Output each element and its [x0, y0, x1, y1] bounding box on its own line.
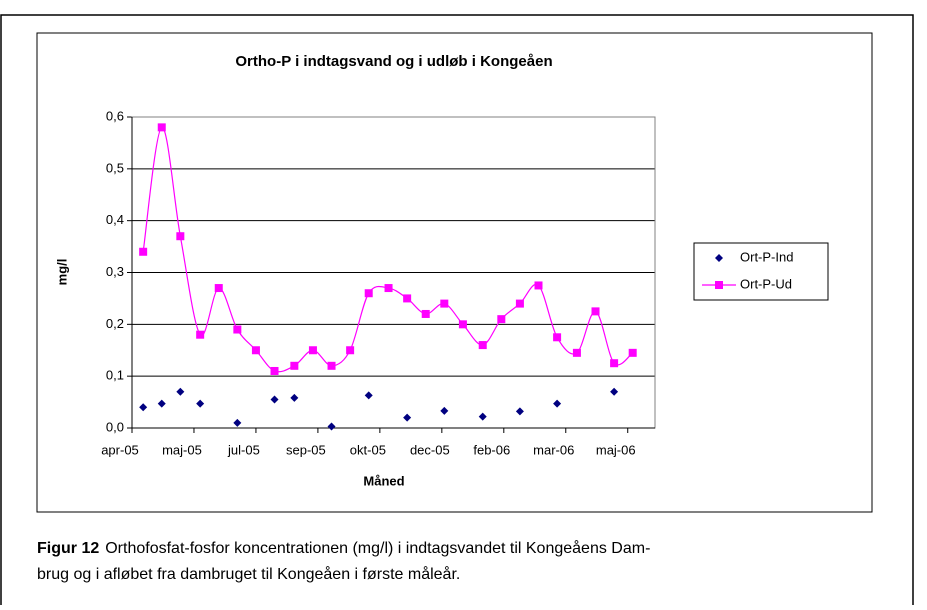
data-point: [327, 361, 336, 370]
data-point: [196, 330, 205, 339]
data-point: [233, 325, 242, 334]
y-tick-label: 0,0: [106, 419, 124, 434]
x-axis-label: Måned: [363, 473, 404, 488]
data-point: [403, 413, 412, 422]
data-point: [553, 399, 562, 408]
data-point: [290, 361, 299, 370]
data-point: [421, 309, 430, 318]
y-tick-label: 0,3: [106, 264, 124, 279]
data-point: [553, 333, 562, 342]
x-tick-label: maj-05: [162, 442, 202, 457]
data-point: [610, 359, 619, 368]
legend-marker: [715, 254, 723, 262]
legend-label: Ort-P-Ind: [740, 249, 793, 264]
data-point: [403, 294, 412, 303]
x-tick-label: mar-06: [533, 442, 574, 457]
caption-label: Figur 12: [37, 540, 99, 557]
data-point: [515, 407, 524, 416]
legend-label: Ort-P-Ud: [740, 276, 792, 291]
y-tick-label: 0,4: [106, 212, 124, 227]
data-point: [628, 348, 637, 357]
y-tick-label: 0,2: [106, 316, 124, 331]
data-point: [139, 403, 148, 412]
data-point: [176, 232, 185, 241]
data-point: [139, 247, 148, 256]
data-point: [157, 123, 166, 132]
x-tick-label: maj-06: [596, 442, 636, 457]
caption-line: Orthofosfat-fosfor koncentrationen (mg/l…: [105, 539, 650, 557]
x-tick-label: dec-05: [410, 442, 450, 457]
y-tick-label: 0,5: [106, 160, 124, 175]
data-point: [364, 289, 373, 298]
data-point: [233, 418, 242, 427]
data-point: [364, 391, 373, 400]
data-point: [440, 406, 449, 415]
data-point: [346, 346, 355, 355]
data-point: [176, 387, 185, 396]
data-point: [591, 307, 600, 316]
data-point: [440, 299, 449, 308]
frame: [0, 14, 914, 610]
x-tick-label: apr-05: [101, 442, 139, 457]
data-point: [270, 366, 279, 375]
data-point: [251, 346, 260, 355]
data-point: [478, 341, 487, 350]
data-point: [534, 281, 543, 290]
data-point: [572, 348, 581, 357]
data-point: [515, 299, 524, 308]
legend: [693, 242, 829, 301]
caption: Figur 12 Orthofosfat-fosfor koncentration…: [37, 539, 650, 557]
x-tick-label: okt-05: [350, 442, 386, 457]
data-point: [214, 284, 223, 293]
caption-line: brug og i afløbet fra dambruget til Kong…: [37, 565, 460, 583]
data-point: [157, 399, 166, 408]
legend-marker: [715, 281, 723, 289]
data-point: [327, 422, 336, 431]
x-tick-label: jul-05: [227, 442, 260, 457]
x-tick-label: sep-05: [286, 442, 326, 457]
data-point: [497, 315, 506, 324]
series-line: [142, 126, 634, 373]
data-point: [384, 284, 393, 293]
data-point: [458, 320, 467, 329]
chart-title: Ortho-P i indtagsvand og i udløb i Konge…: [235, 53, 552, 70]
y-tick-label: 0,1: [106, 368, 124, 383]
data-point: [610, 387, 619, 396]
data-point: [196, 399, 205, 408]
data-point: [290, 393, 299, 402]
x-tick-label: feb-06: [473, 442, 510, 457]
data-point: [478, 412, 487, 421]
y-axis-label: mg/l: [54, 259, 69, 286]
data-point: [308, 346, 317, 355]
legend-items: Ort-P-Ind Ort-P-Ud: [702, 249, 793, 291]
y-tick-label: 0,6: [106, 108, 124, 123]
data-point: [270, 395, 279, 404]
